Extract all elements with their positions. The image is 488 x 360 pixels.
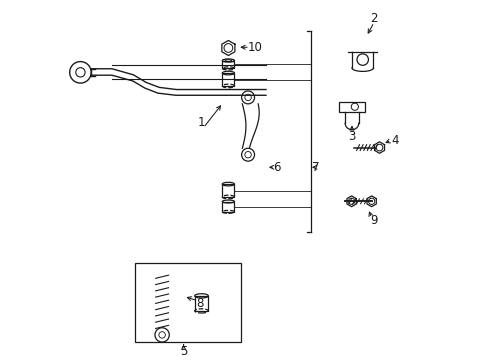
Text: 9: 9 — [370, 215, 377, 228]
Bar — [222, 184, 234, 197]
Text: 5: 5 — [180, 345, 187, 357]
Text: 8: 8 — [196, 297, 203, 310]
Text: 1: 1 — [197, 116, 205, 129]
Text: 4: 4 — [390, 134, 398, 147]
Bar — [222, 60, 234, 68]
Bar — [135, 263, 241, 342]
Text: 7: 7 — [312, 161, 319, 174]
Text: 10: 10 — [247, 41, 262, 54]
Bar — [222, 202, 234, 212]
Bar — [222, 73, 234, 86]
Bar — [338, 102, 365, 112]
Text: 3: 3 — [347, 130, 355, 143]
Text: 2: 2 — [370, 12, 377, 25]
Text: 6: 6 — [272, 161, 280, 174]
Bar — [194, 296, 208, 311]
